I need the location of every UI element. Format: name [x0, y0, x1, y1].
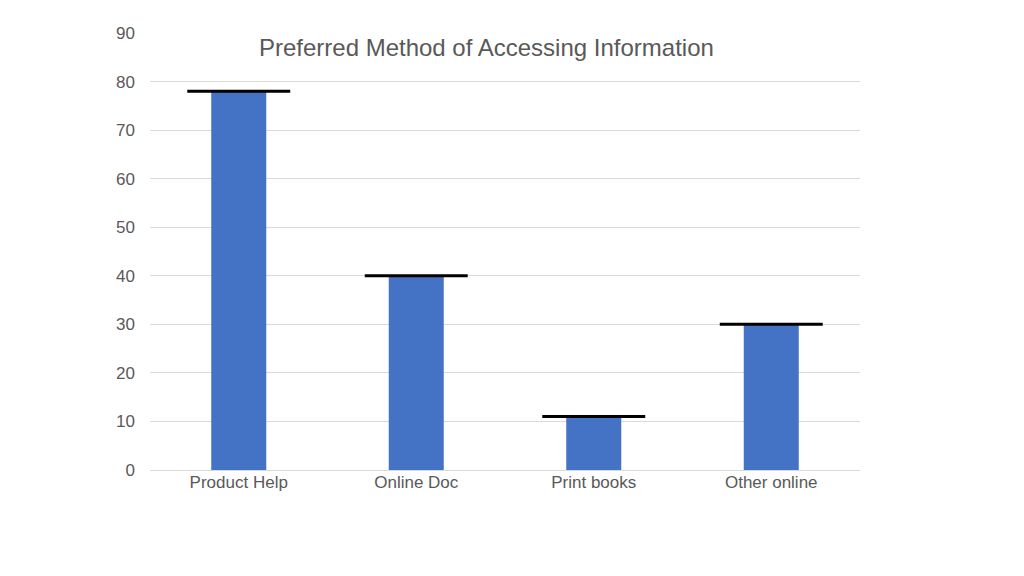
svg-text:Online Doc: Online Doc [374, 473, 459, 492]
svg-text:70: 70 [116, 121, 135, 140]
svg-text:0: 0 [126, 461, 135, 480]
svg-text:60: 60 [116, 170, 135, 189]
svg-text:20: 20 [116, 364, 135, 383]
svg-text:80: 80 [116, 73, 135, 92]
svg-text:10: 10 [116, 412, 135, 431]
svg-text:90: 90 [116, 24, 135, 43]
svg-text:30: 30 [116, 315, 135, 334]
svg-text:Print books: Print books [551, 473, 636, 492]
svg-text:Other online: Other online [725, 473, 818, 492]
svg-text:Preferred Method of Accessing: Preferred Method of Accessing Informatio… [259, 34, 714, 61]
svg-text:Product Help: Product Help [190, 473, 288, 492]
svg-text:50: 50 [116, 218, 135, 237]
svg-text:40: 40 [116, 267, 135, 286]
